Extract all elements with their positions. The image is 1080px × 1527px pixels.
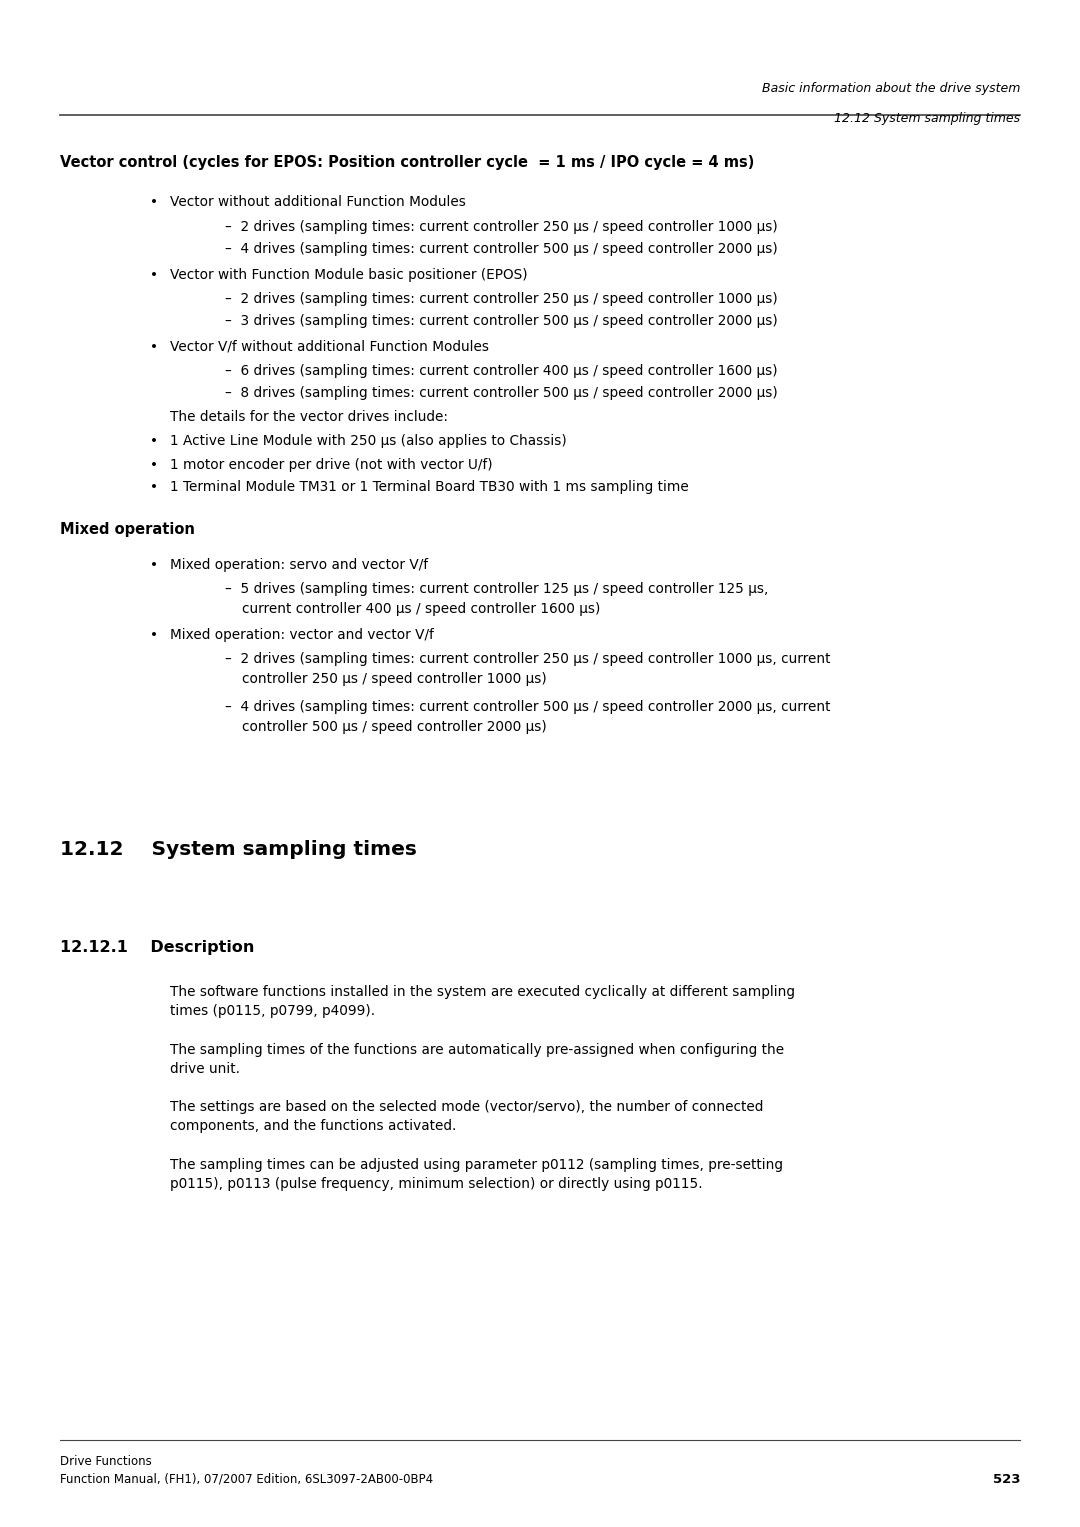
Text: –  4 drives (sampling times: current controller 500 μs / speed controller 2000 μ: – 4 drives (sampling times: current cont… bbox=[225, 241, 778, 257]
Text: •: • bbox=[150, 479, 158, 495]
Text: –  2 drives (sampling times: current controller 250 μs / speed controller 1000 μ: – 2 drives (sampling times: current cont… bbox=[225, 292, 778, 305]
Text: Basic information about the drive system: Basic information about the drive system bbox=[761, 82, 1020, 95]
Text: The sampling times can be adjusted using parameter p0112 (sampling times, pre-se: The sampling times can be adjusted using… bbox=[170, 1157, 783, 1191]
Text: –  2 drives (sampling times: current controller 250 μs / speed controller 1000 μ: – 2 drives (sampling times: current cont… bbox=[225, 220, 778, 234]
Text: Drive Functions: Drive Functions bbox=[60, 1455, 152, 1467]
Text: Mixed operation: Mixed operation bbox=[60, 522, 194, 538]
Text: •: • bbox=[150, 341, 158, 354]
Text: •: • bbox=[150, 269, 158, 282]
Text: controller 500 μs / speed controller 2000 μs): controller 500 μs / speed controller 200… bbox=[242, 721, 546, 734]
Text: –  8 drives (sampling times: current controller 500 μs / speed controller 2000 μ: – 8 drives (sampling times: current cont… bbox=[225, 386, 778, 400]
Text: –  2 drives (sampling times: current controller 250 μs / speed controller 1000 μ: – 2 drives (sampling times: current cont… bbox=[225, 652, 831, 666]
Text: –  6 drives (sampling times: current controller 400 μs / speed controller 1600 μ: – 6 drives (sampling times: current cont… bbox=[225, 363, 778, 379]
Text: The sampling times of the functions are automatically pre-assigned when configur: The sampling times of the functions are … bbox=[170, 1043, 784, 1077]
Text: current controller 400 μs / speed controller 1600 μs): current controller 400 μs / speed contro… bbox=[242, 602, 600, 615]
Text: 12.12 System sampling times: 12.12 System sampling times bbox=[834, 111, 1020, 125]
Text: •: • bbox=[150, 195, 158, 209]
Text: Mixed operation: servo and vector V/f: Mixed operation: servo and vector V/f bbox=[170, 557, 428, 573]
Text: •: • bbox=[150, 628, 158, 641]
Text: 1 motor encoder per drive (not with vector U/f): 1 motor encoder per drive (not with vect… bbox=[170, 458, 492, 472]
Text: Vector with Function Module basic positioner (EPOS): Vector with Function Module basic positi… bbox=[170, 269, 528, 282]
Text: 523: 523 bbox=[993, 1474, 1020, 1486]
Text: Vector control (cycles for EPOS: Position controller cycle  = 1 ms / IPO cycle =: Vector control (cycles for EPOS: Positio… bbox=[60, 156, 754, 169]
Text: •: • bbox=[150, 557, 158, 573]
Text: Mixed operation: vector and vector V/f: Mixed operation: vector and vector V/f bbox=[170, 628, 434, 641]
Text: –  5 drives (sampling times: current controller 125 μs / speed controller 125 μs: – 5 drives (sampling times: current cont… bbox=[225, 582, 768, 596]
Text: controller 250 μs / speed controller 1000 μs): controller 250 μs / speed controller 100… bbox=[242, 672, 546, 686]
Text: •: • bbox=[150, 434, 158, 447]
Text: 12.12    System sampling times: 12.12 System sampling times bbox=[60, 840, 417, 860]
Text: Function Manual, (FH1), 07/2007 Edition, 6SL3097-2AB00-0BP4: Function Manual, (FH1), 07/2007 Edition,… bbox=[60, 1474, 433, 1486]
Text: Vector without additional Function Modules: Vector without additional Function Modul… bbox=[170, 195, 465, 209]
Text: –  3 drives (sampling times: current controller 500 μs / speed controller 2000 μ: – 3 drives (sampling times: current cont… bbox=[225, 315, 778, 328]
Text: 12.12.1    Description: 12.12.1 Description bbox=[60, 941, 255, 954]
Text: 1 Active Line Module with 250 μs (also applies to Chassis): 1 Active Line Module with 250 μs (also a… bbox=[170, 434, 567, 447]
Text: •: • bbox=[150, 458, 158, 472]
Text: The details for the vector drives include:: The details for the vector drives includ… bbox=[170, 411, 448, 425]
Text: 1 Terminal Module TM31 or 1 Terminal Board TB30 with 1 ms sampling time: 1 Terminal Module TM31 or 1 Terminal Boa… bbox=[170, 479, 689, 495]
Text: The software functions installed in the system are executed cyclically at differ: The software functions installed in the … bbox=[170, 985, 795, 1019]
Text: Vector V/f without additional Function Modules: Vector V/f without additional Function M… bbox=[170, 341, 489, 354]
Text: The settings are based on the selected mode (vector/servo), the number of connec: The settings are based on the selected m… bbox=[170, 1099, 764, 1133]
Text: –  4 drives (sampling times: current controller 500 μs / speed controller 2000 μ: – 4 drives (sampling times: current cont… bbox=[225, 699, 831, 715]
